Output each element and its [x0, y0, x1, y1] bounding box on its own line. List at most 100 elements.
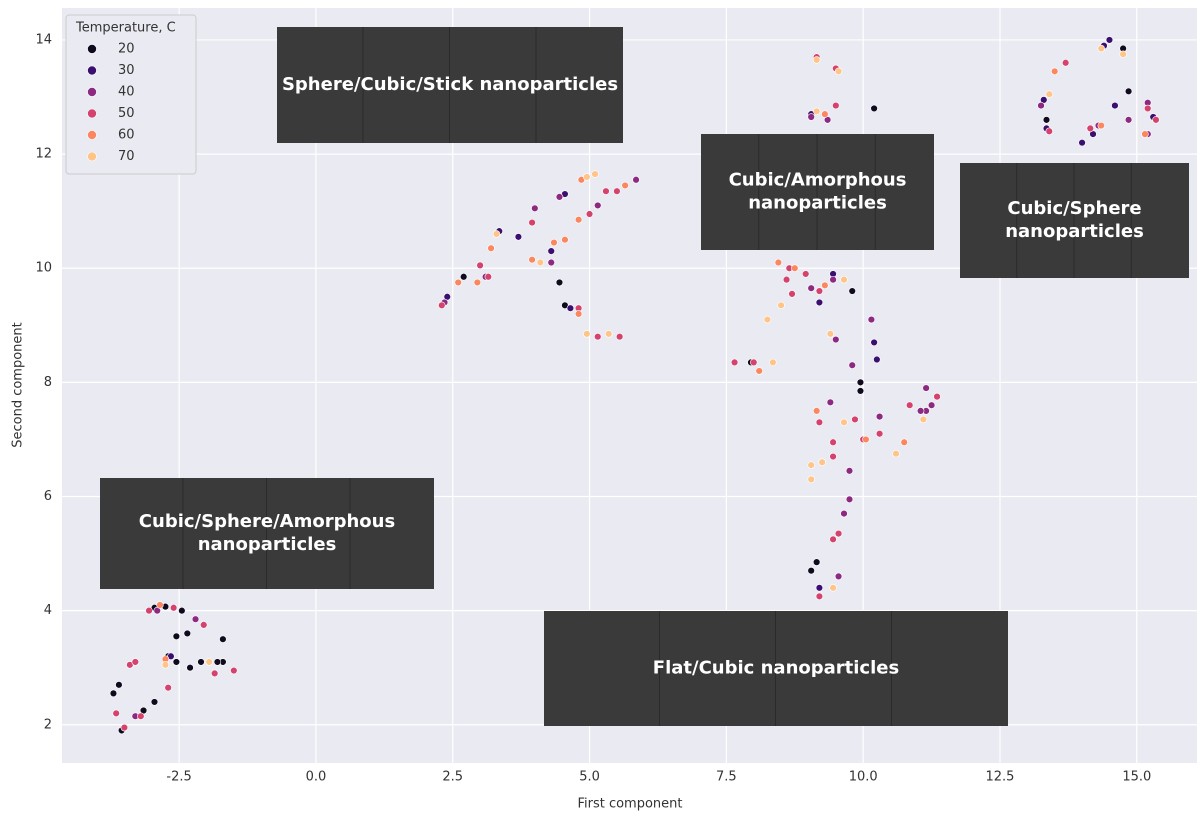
point [830, 584, 837, 591]
point [830, 453, 837, 460]
point [551, 239, 558, 246]
point [121, 724, 128, 731]
point [531, 205, 538, 212]
point [813, 559, 820, 566]
point [827, 330, 834, 337]
point [819, 459, 826, 466]
y-tick-label: 2 [44, 717, 52, 732]
point [876, 430, 883, 437]
y-axis-label: Second component [11, 322, 26, 448]
point [1142, 131, 1149, 138]
point [920, 416, 927, 423]
point [594, 202, 601, 209]
point [808, 285, 815, 292]
point [832, 336, 839, 343]
point [835, 68, 842, 75]
x-tick-label: 7.5 [716, 770, 737, 785]
point [477, 262, 484, 269]
legend-marker [88, 45, 97, 54]
point [813, 57, 820, 64]
point [808, 114, 815, 121]
y-tick-label: 6 [44, 489, 52, 504]
point [1046, 128, 1053, 135]
point [113, 710, 120, 717]
point [230, 667, 237, 674]
point [162, 661, 169, 668]
point [841, 419, 848, 426]
point [192, 616, 199, 623]
point [583, 330, 590, 337]
point [846, 467, 853, 474]
point [769, 359, 776, 366]
point [1046, 91, 1053, 98]
point [756, 368, 763, 375]
point [764, 316, 771, 323]
point [1038, 102, 1045, 109]
point [1098, 122, 1105, 129]
point [863, 436, 870, 443]
legend-label: 70 [118, 149, 135, 164]
point [515, 233, 522, 240]
point [438, 302, 445, 309]
point [529, 219, 536, 226]
legend-label: 40 [118, 85, 135, 100]
legend-label: 50 [118, 106, 135, 121]
point [184, 630, 191, 637]
x-tick-label: 12.5 [986, 770, 1015, 785]
annotation-text: Flat/Cubic nanoparticles [653, 658, 899, 679]
point [857, 379, 864, 386]
legend-title: Temperature, C [75, 21, 176, 36]
page: Sphere/Cubic/Stick nanoparticles Cubic/Am… [0, 0, 1197, 820]
point [816, 584, 823, 591]
point [852, 416, 859, 423]
x-axis-label: First component [577, 797, 682, 812]
legend-label: 30 [118, 63, 135, 78]
y-tick-label: 8 [44, 375, 52, 390]
legend-marker [88, 66, 97, 75]
point [173, 659, 180, 666]
point [816, 593, 823, 600]
annotation-text: nanoparticles [1005, 221, 1144, 242]
point [556, 193, 563, 200]
point [562, 236, 569, 243]
point [731, 359, 738, 366]
point [1125, 116, 1132, 123]
annotation-text: Cubic/Amorphous [729, 170, 907, 191]
point [849, 288, 856, 295]
point [876, 413, 883, 420]
point [835, 530, 842, 537]
point [137, 713, 144, 720]
point [816, 419, 823, 426]
point [1098, 45, 1105, 52]
point [821, 282, 828, 289]
point [830, 439, 837, 446]
point [934, 393, 941, 400]
point [775, 259, 782, 266]
x-tick-label: 5.0 [579, 770, 600, 785]
point [871, 105, 878, 112]
y-tick-label: 12 [35, 147, 52, 162]
annotation-text: Sphere/Cubic/Stick nanoparticles [282, 74, 618, 95]
point [187, 664, 194, 671]
annotation-text: Cubic/Sphere/Amorphous [139, 511, 395, 532]
x-tick-label: 15.0 [1122, 770, 1151, 785]
point [841, 276, 848, 283]
point [170, 604, 177, 611]
point [116, 681, 123, 688]
point [616, 333, 623, 340]
point [219, 636, 226, 643]
point [917, 407, 924, 414]
point [802, 271, 809, 278]
point [830, 536, 837, 543]
point [750, 359, 757, 366]
x-tick-label: -2.5 [166, 770, 191, 785]
x-tick-label: 2.5 [442, 770, 463, 785]
legend-marker [88, 109, 97, 118]
point [1120, 51, 1127, 58]
point [835, 573, 842, 580]
point [592, 171, 599, 178]
point [493, 231, 500, 238]
point [575, 216, 582, 223]
point [873, 356, 880, 363]
point [474, 279, 481, 286]
